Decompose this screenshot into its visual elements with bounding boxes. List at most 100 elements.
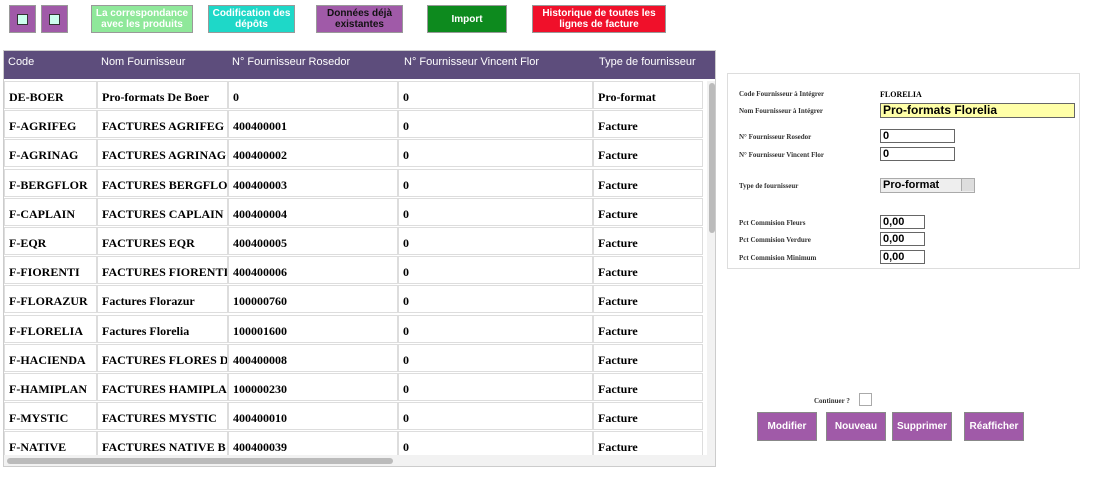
column-header[interactable]: N° Fournisseur Rosedor [232,56,351,68]
toolbar-button[interactable]: Codification des dépôts [208,5,295,33]
field-input[interactable]: 0,00 [880,250,925,264]
table-cell: 0 [398,227,593,255]
field-label: Nom Fournisseur à Intégrer [739,107,823,115]
table-cell: F-HACIENDA [4,343,97,372]
action-button[interactable]: Modifier [757,412,817,441]
table-row[interactable]: F-CAPLAIN FACTURES CAPLAIN 400400004 0 Factu… [4,197,704,227]
table-cell: 0 [398,285,593,314]
column-header[interactable]: Nom Fournisseur [101,56,186,68]
table-row[interactable]: F-HACIENDA FACTURES FLORES D 400400008 0 Fac… [4,343,704,373]
type-select[interactable]: Pro-format [880,178,975,193]
forward-button[interactable] [41,5,68,33]
table-cell: 0 [398,197,593,226]
table-cell: Factures Florazur [97,285,228,314]
table-cell: FACTURES FLORES D [97,343,228,372]
table-cell: 400400006 [228,256,398,285]
action-button[interactable]: Réafficher [964,412,1024,441]
supplier-table: Code Nom Fournisseur N° Fournisseur Rosedo… [3,50,716,467]
table-row[interactable]: F-HAMIPLAN FACTURES HAMIPLAN 100000230 0 Fac… [4,373,704,402]
table-cell: FACTURES EQR [97,227,228,255]
table-row[interactable]: F-FLORELIA Factures Florelia 100001600 0 Fac… [4,314,704,344]
table-cell: Facture [593,314,703,343]
table-cell: Facture [593,256,703,285]
table-cell: Facture [593,227,703,255]
table-cell: 0 [398,168,593,197]
select-arrow[interactable] [961,179,974,191]
table-cell: FACTURES AGRINAG [97,139,228,168]
table-cell: 0 [398,314,593,343]
table-cell: FACTURES BERGFLOR [97,168,228,197]
table-cell: 0 [398,110,593,139]
table-row[interactable]: F-AGRIFEG FACTURES AGRIFEG 400400001 0 Factu… [4,110,704,139]
column-header[interactable]: Type de fournisseur [599,56,696,68]
toolbar-button[interactable]: Historique de toutes les lignes de factu… [532,5,666,33]
table-cell: 0 [398,343,593,372]
table-cell: F-AGRIFEG [4,110,97,139]
table-cell: Facture [593,402,703,431]
table-cell: 0 [398,139,593,168]
field-value: FLORELIA [880,90,922,99]
table-row[interactable]: F-FLORAZUR Factures Florazur 100000760 0 Fac… [4,285,704,314]
column-header[interactable]: Code [8,56,35,68]
vertical-scrollbar[interactable] [707,81,715,455]
table-cell: Facture [593,139,703,168]
table-row[interactable]: DE-BOER Pro-formats De Boer 0 0 Pro-format [4,81,704,110]
table-cell: F-HAMIPLAN [4,373,97,401]
form-panel: Code Fournisseur à Intégrer FLORELIA Nom F… [727,73,1080,269]
table-row[interactable]: F-FIORENTI FACTURES FIORENTI 400400006 0 Fac… [4,256,704,285]
table-cell: Facture [593,285,703,314]
table-cell: F-FLORAZUR [4,285,97,314]
table-cell: F-EQR [4,227,97,255]
table-cell: F-BERGFLOR [4,168,97,197]
toolbar-button[interactable]: Import [427,5,507,33]
table-cell: Facture [593,343,703,372]
table-cell: 0 [228,81,398,109]
table-cell: 100000760 [228,285,398,314]
field-input[interactable]: 0,00 [880,232,925,246]
field-input[interactable]: 0 [880,147,955,161]
table-row[interactable]: F-EQR FACTURES EQR 400400005 0 Facture [4,227,704,256]
table-cell: 0 [398,81,593,109]
table-cell: 0 [398,256,593,285]
continue-checkbox[interactable] [859,393,872,406]
table-cell: Pro-formats De Boer [97,81,228,109]
field-label: Type de fournisseur [739,182,799,190]
table-cell: Factures Florelia [97,314,228,343]
table-cell: 100001600 [228,314,398,343]
table-cell: F-MYSTIC [4,402,97,431]
toolbar-button[interactable]: Données déjà existantes [316,5,403,33]
table-cell: Pro-format [593,81,703,109]
action-button[interactable]: Supprimer [892,412,952,441]
column-header[interactable]: N° Fournisseur Vincent Flor [404,56,540,68]
table-cell: 0 [398,373,593,401]
table-cell: Facture [593,197,703,226]
field-label: N° Fournisseur Rosedor [739,133,812,141]
table-cell: FACTURES CAPLAIN [97,197,228,226]
field-label: Code Fournisseur à Intégrer [739,90,825,98]
table-row[interactable]: F-BERGFLOR FACTURES BERGFLOR 400400003 0 Fac… [4,168,704,198]
toolbar-button[interactable]: La correspondance avec les produits [91,5,193,33]
table-cell: Facture [593,168,703,197]
table-cell: F-FLORELIA [4,314,97,343]
table-cell: FACTURES MYSTIC [97,402,228,431]
field-label: N° Fournisseur Vincent Flor [739,151,824,159]
table-header: Code Nom Fournisseur N° Fournisseur Rosedo… [4,51,715,79]
back-button[interactable] [9,5,36,33]
table-row[interactable]: F-MYSTIC FACTURES MYSTIC 400400010 0 Facture [4,402,704,431]
table-cell: F-FIORENTI [4,256,97,285]
table-cell: F-AGRINAG [4,139,97,168]
table-cell: 400400005 [228,227,398,255]
table-row[interactable]: F-AGRINAG FACTURES AGRINAG 400400002 0 Factu… [4,139,704,168]
table-cell: FACTURES AGRIFEG [97,110,228,139]
field-input[interactable]: 0,00 [880,215,925,229]
action-button[interactable]: Nouveau [826,412,886,441]
table-cell: 100000230 [228,373,398,401]
table-cell: FACTURES HAMIPLAN [97,373,228,401]
field-label: Pct Commision Minimum [739,254,817,262]
field-input[interactable]: 0 [880,129,955,143]
horizontal-scrollbar[interactable] [4,455,715,466]
field-input[interactable]: Pro-formats Florelia [880,103,1075,118]
table-cell: 400400008 [228,343,398,372]
table-cell: Facture [593,110,703,139]
table-cell: 400400010 [228,402,398,431]
